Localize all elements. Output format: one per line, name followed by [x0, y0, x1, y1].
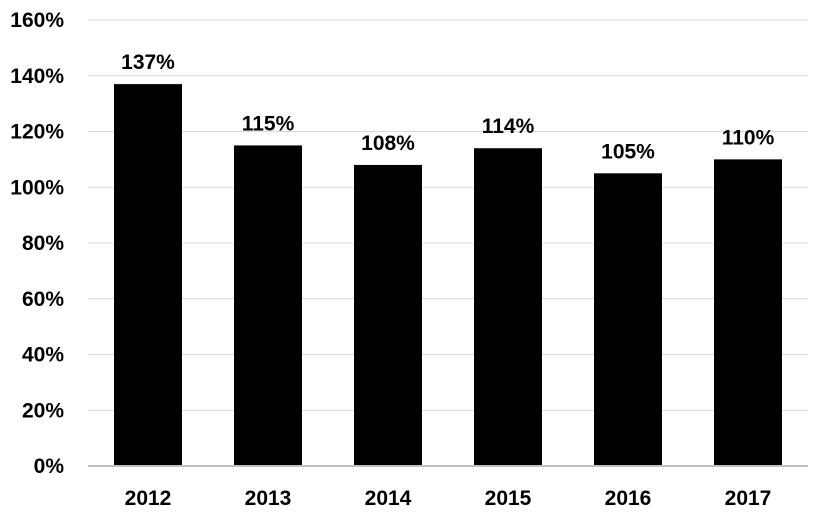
x-tick-label: 2015: [485, 487, 532, 510]
y-axis-tick-labels: 0% 20% 40% 60% 80% 100% 120% 140% 160%: [10, 9, 64, 478]
x-tick-label: 2017: [725, 487, 772, 510]
x-axis-tick-labels: 2012 2013 2014 2015 2016 2017: [125, 487, 772, 510]
data-label-2013: 115%: [242, 112, 295, 135]
bar-2015: [474, 148, 542, 466]
bar-2012: [114, 84, 182, 467]
x-tick-label: 2013: [245, 487, 292, 510]
x-tick-label: 2014: [365, 487, 412, 510]
y-tick-label: 40%: [22, 344, 64, 367]
y-tick-label: 120%: [10, 121, 64, 144]
x-tick-label: 2016: [605, 487, 652, 510]
y-tick-label: 20%: [22, 399, 64, 422]
bar-2014: [354, 164, 422, 466]
y-tick-label: 0%: [34, 455, 65, 478]
data-labels: 137% 115% 108% 114% 105% 110%: [121, 51, 774, 163]
bar-2013: [234, 145, 302, 466]
y-tick-label: 140%: [10, 65, 64, 88]
y-tick-label: 160%: [10, 9, 64, 32]
gridlines: [88, 19, 808, 411]
y-tick-label: 100%: [10, 176, 64, 199]
x-tick-label: 2012: [125, 487, 172, 510]
bars: [114, 84, 782, 467]
data-label-2012: 137%: [121, 51, 175, 74]
bar-2017: [714, 159, 782, 466]
data-label-2016: 105%: [601, 140, 655, 163]
y-tick-label: 80%: [22, 232, 64, 255]
data-label-2015: 114%: [482, 115, 535, 138]
data-label-2014: 108%: [361, 132, 415, 155]
data-label-2017: 110%: [722, 126, 775, 149]
bar-2016: [594, 173, 662, 466]
y-tick-label: 60%: [22, 288, 64, 311]
